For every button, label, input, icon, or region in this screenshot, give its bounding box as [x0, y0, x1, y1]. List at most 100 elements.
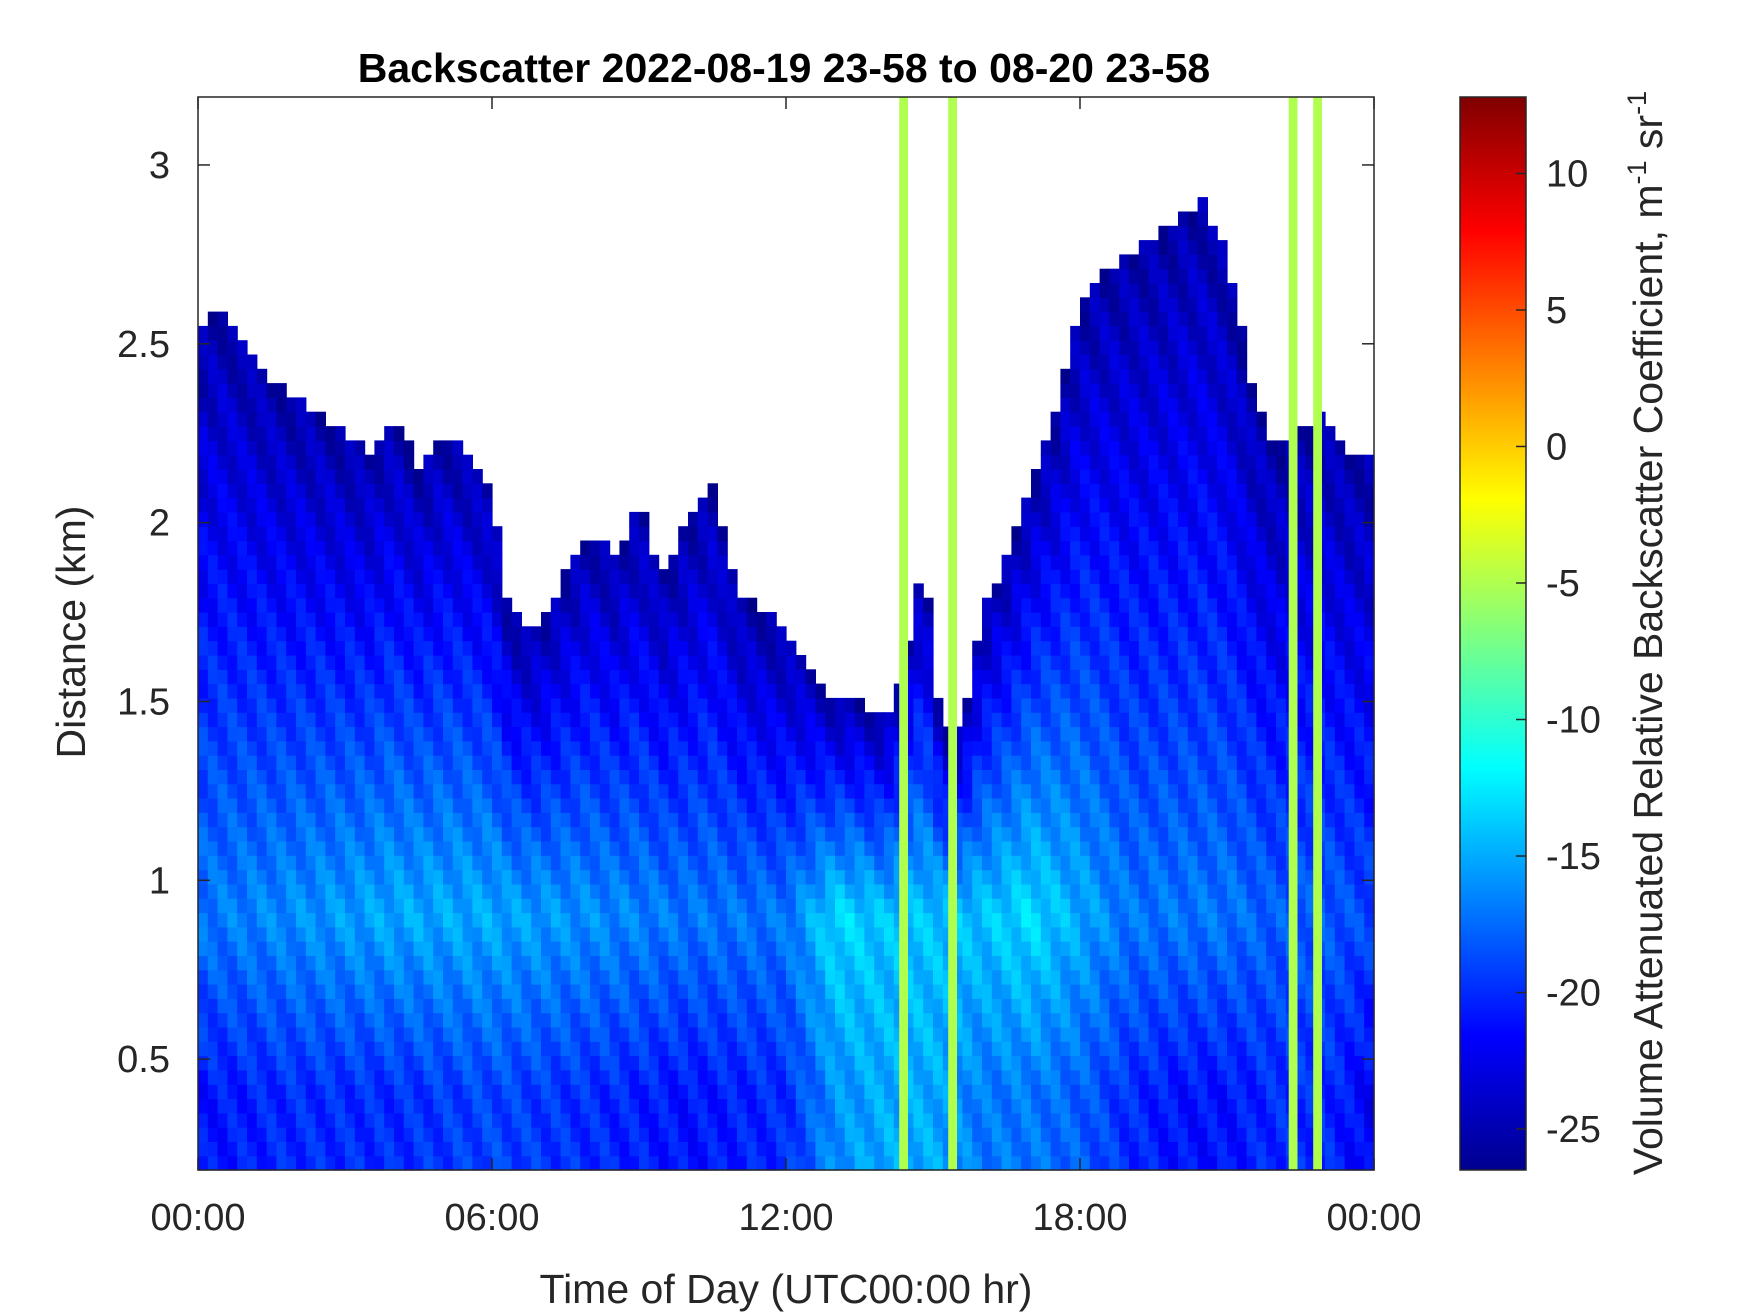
heatmap-cell — [805, 926, 816, 942]
heatmap-cell — [1148, 840, 1159, 856]
heatmap-cell — [335, 798, 346, 813]
heatmap-cell — [1138, 283, 1150, 298]
heatmap-cell — [1021, 1127, 1032, 1142]
heatmap-cell — [1109, 368, 1120, 384]
heatmap-cell — [1011, 826, 1022, 842]
heatmap-cell — [413, 769, 424, 785]
heatmap-cell — [825, 812, 836, 828]
heatmap-cell — [521, 726, 532, 742]
heatmap-cell — [1178, 583, 1189, 599]
heatmap-cell — [1187, 683, 1199, 699]
heatmap-cell — [1148, 1141, 1159, 1157]
heatmap-cell — [688, 998, 699, 1014]
heatmap-cell — [619, 769, 630, 785]
heatmap-cell — [384, 769, 395, 785]
heatmap-cell — [1060, 626, 1071, 642]
heatmap-cell — [472, 669, 483, 685]
heatmap-cell — [1207, 955, 1218, 971]
heatmap-cell — [1001, 1026, 1012, 1042]
heatmap-cell — [1011, 612, 1022, 627]
heatmap-cell — [737, 740, 748, 756]
heatmap-cell — [619, 612, 630, 627]
heatmap-cell — [609, 883, 620, 899]
heatmap-cell — [609, 1112, 620, 1128]
heatmap-cell — [844, 755, 856, 770]
heatmap-cell — [462, 612, 473, 627]
heatmap-cell — [688, 712, 699, 728]
heatmap-cell — [1187, 211, 1199, 227]
heatmap-cell — [678, 869, 689, 885]
heatmap-cell — [217, 726, 228, 742]
heatmap-cell — [1099, 397, 1110, 413]
heatmap-cell — [315, 941, 326, 956]
heatmap-cell — [374, 597, 385, 613]
heatmap-cell — [795, 783, 807, 799]
heatmap-cell — [903, 726, 914, 742]
heatmap-cell — [786, 798, 797, 813]
heatmap-cell — [237, 483, 248, 499]
heatmap-cell — [256, 626, 268, 642]
heatmap-cell — [492, 969, 503, 985]
heatmap-cell — [501, 783, 513, 799]
heatmap-cell — [1217, 926, 1228, 942]
heatmap-cell — [1168, 926, 1179, 942]
heatmap-cell — [933, 1155, 944, 1171]
heatmap-cell — [639, 769, 650, 785]
heatmap-cell — [1070, 1055, 1081, 1071]
heatmap-cell — [1158, 697, 1169, 713]
heatmap-cell — [1011, 755, 1022, 770]
heatmap-cell — [815, 941, 826, 956]
heatmap-cell — [217, 1055, 228, 1071]
heatmap-cell — [1080, 1112, 1091, 1128]
heatmap-cell — [688, 1155, 699, 1171]
heatmap-cell — [697, 1041, 709, 1057]
heatmap-cell — [374, 840, 385, 856]
heatmap-cell — [903, 955, 914, 971]
heatmap-cell — [374, 612, 385, 627]
heatmap-cell — [541, 912, 552, 928]
heatmap-cell — [462, 1155, 473, 1171]
heatmap-cell — [1119, 483, 1130, 499]
heatmap-cell — [1129, 1127, 1140, 1142]
heatmap-cell — [1178, 798, 1189, 813]
heatmap-cell — [472, 812, 483, 828]
heatmap-cell — [668, 1055, 679, 1071]
heatmap-cell — [727, 583, 738, 599]
heatmap-cell — [335, 883, 346, 899]
heatmap-cell — [1178, 612, 1189, 627]
heatmap-cell — [217, 311, 228, 327]
heatmap-cell — [727, 1098, 738, 1114]
heatmap-cell — [1187, 511, 1199, 527]
heatmap-cell — [433, 883, 444, 899]
heatmap-cell — [1138, 826, 1150, 842]
heatmap-cell — [521, 941, 532, 956]
heatmap-cell — [511, 740, 522, 756]
heatmap-cell — [1138, 669, 1150, 685]
heatmap-cell — [266, 1041, 277, 1057]
heatmap-cell — [305, 612, 317, 627]
heatmap-cell — [658, 984, 669, 999]
heatmap-cell — [541, 1012, 552, 1028]
heatmap-cell — [403, 998, 415, 1014]
heatmap-cell — [394, 769, 405, 785]
heatmap-cell — [1099, 898, 1110, 914]
heatmap-cell — [933, 1055, 944, 1071]
heatmap-cell — [1178, 1112, 1189, 1128]
heatmap-cell — [217, 712, 228, 728]
heatmap-cell — [658, 712, 669, 728]
heatmap-cell — [1207, 926, 1218, 942]
heatmap-cell — [305, 855, 317, 871]
heatmap-cell — [844, 1155, 856, 1171]
heatmap-cell — [325, 469, 336, 484]
heatmap-cell — [207, 955, 219, 971]
heatmap-cell — [345, 912, 356, 928]
heatmap-cell — [1138, 268, 1150, 284]
heatmap-cell — [668, 683, 679, 699]
heatmap-cell — [962, 697, 973, 713]
heatmap-cell — [903, 1055, 914, 1071]
heatmap-cell — [1001, 883, 1012, 899]
heatmap-cell — [384, 955, 395, 971]
heatmap-cell — [678, 883, 689, 899]
heatmap-cell — [1119, 697, 1130, 713]
heatmap-cell — [433, 869, 444, 885]
